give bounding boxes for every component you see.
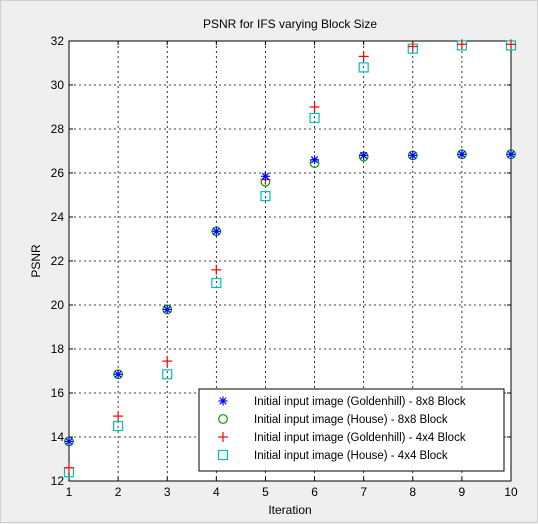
y-tick-label: 28 — [51, 122, 65, 136]
y-tick-label: 30 — [51, 78, 65, 92]
y-tick-label: 16 — [51, 386, 65, 400]
data-point-square — [211, 277, 222, 289]
legend-label: Initial input image (Goldenhill) - 8x8 B… — [254, 396, 466, 408]
data-point-square — [358, 62, 369, 73]
x-tick-label: 3 — [164, 485, 171, 499]
data-point-plus — [211, 264, 222, 275]
data-point-asterisk — [113, 369, 123, 379]
y-tick-label: 24 — [51, 210, 65, 224]
x-axis-title: Iteration — [268, 503, 311, 517]
data-point-asterisk — [506, 149, 516, 159]
x-tick-label: 2 — [115, 485, 122, 499]
data-point-plus — [309, 102, 320, 112]
data-point-plus — [113, 411, 124, 422]
data-point-asterisk — [260, 171, 270, 181]
legend-label: Initial input image (House) - 4x4 Block — [254, 450, 448, 462]
x-tick-label: 6 — [311, 485, 318, 499]
y-tick-label: 20 — [51, 298, 65, 312]
x-tick-label: 7 — [360, 485, 367, 499]
y-tick-label: 18 — [51, 342, 65, 356]
data-point-asterisk — [408, 150, 418, 160]
data-point-square — [309, 112, 320, 124]
y-tick-label: 32 — [51, 34, 65, 48]
legend-label: Initial input image (House) - 8x8 Block — [254, 414, 448, 426]
y-tick-label: 14 — [51, 430, 65, 444]
x-tick-label: 4 — [213, 485, 220, 499]
legend-marker-plus — [218, 432, 228, 442]
y-axis-title: PSNR — [29, 244, 43, 278]
y-tick-label: 22 — [51, 254, 65, 268]
x-tick-label: 1 — [66, 485, 73, 499]
data-point-asterisk — [211, 226, 221, 236]
data-point-square — [162, 369, 173, 380]
data-point-asterisk — [64, 436, 74, 446]
data-point-asterisk — [457, 149, 467, 159]
data-point-asterisk — [162, 304, 172, 314]
x-tick-label: 10 — [504, 485, 518, 499]
data-point-asterisk — [359, 150, 369, 160]
x-tick-label: 5 — [262, 485, 269, 499]
data-marks — [63, 39, 517, 478]
x-tick-label: 9 — [459, 485, 466, 499]
data-point-square — [113, 420, 124, 432]
legend-marker-asterisk — [218, 396, 228, 406]
y-tick-label: 26 — [51, 166, 65, 180]
data-point-plus — [358, 51, 369, 62]
legend-label: Initial input image (Goldenhill) - 4x4 B… — [254, 432, 466, 444]
data-point-plus — [162, 356, 173, 367]
legend: Initial input image (Goldenhill) - 8x8 B… — [198, 388, 505, 472]
chart-title: PSNR for IFS varying Block Size — [203, 17, 377, 31]
data-point-plus — [64, 462, 74, 473]
legend-box — [198, 388, 505, 472]
data-point-asterisk — [310, 155, 320, 165]
x-tick-label: 8 — [409, 485, 416, 499]
data-point-square — [260, 191, 271, 202]
data-point-plus — [506, 39, 516, 50]
legend-marker-circle — [218, 414, 228, 424]
y-tick-label: 12 — [51, 474, 65, 488]
data-point-plus — [407, 41, 418, 52]
data-point-plus — [456, 39, 467, 50]
axes-layer — [68, 40, 512, 482]
legend-marker-square — [217, 449, 229, 461]
